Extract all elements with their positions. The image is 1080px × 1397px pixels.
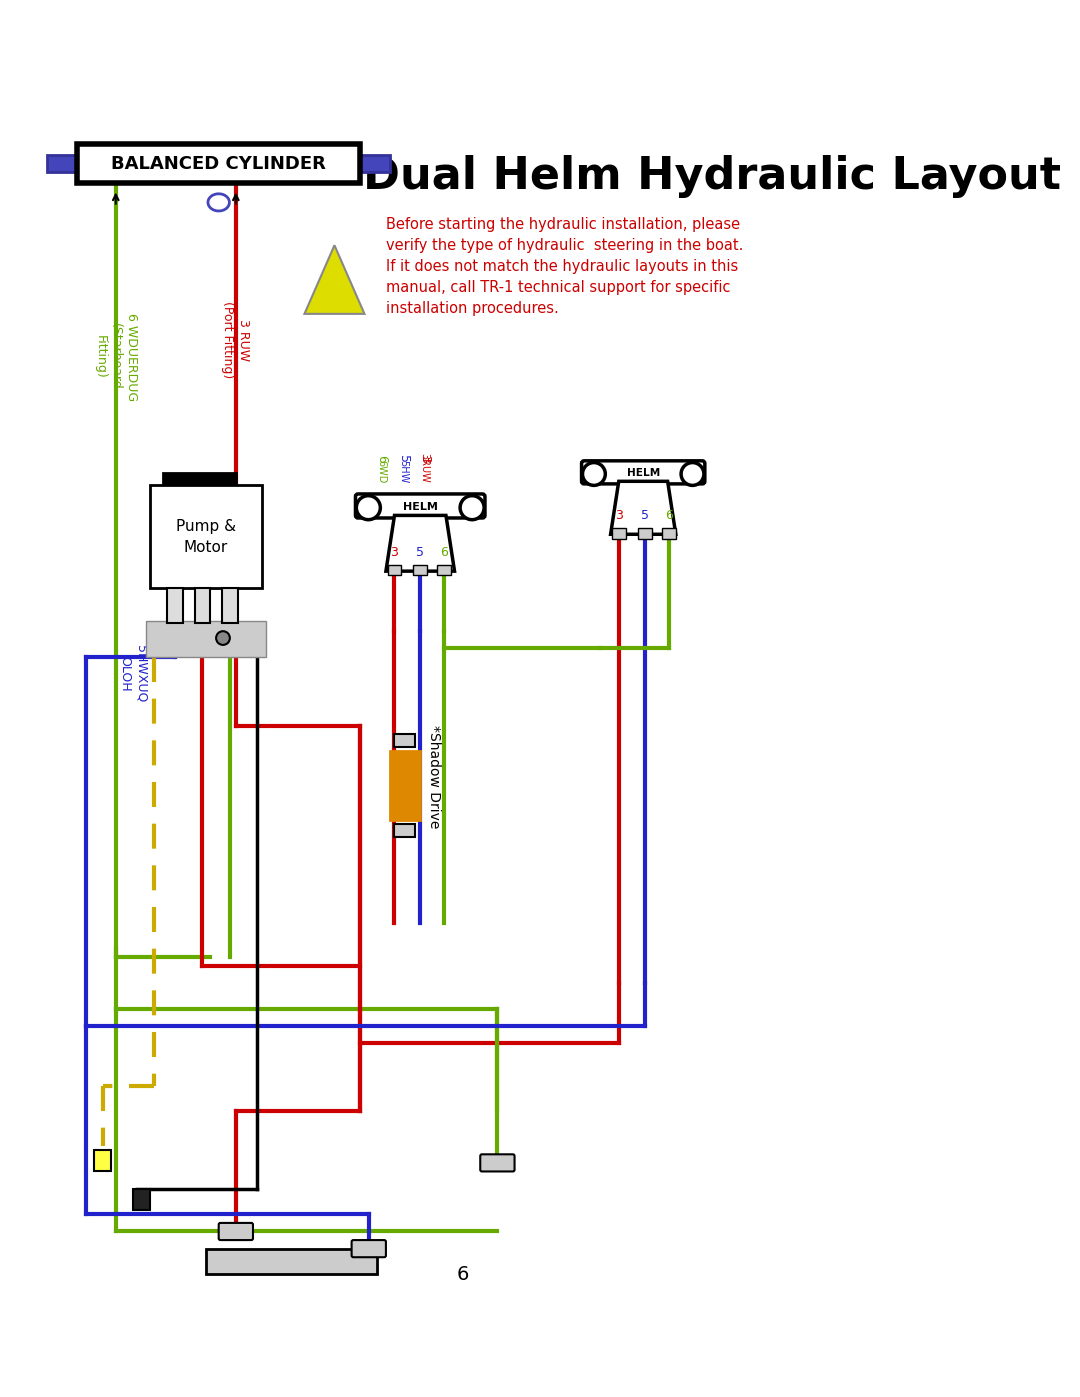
FancyBboxPatch shape bbox=[414, 566, 427, 576]
FancyBboxPatch shape bbox=[163, 472, 235, 511]
FancyBboxPatch shape bbox=[355, 495, 485, 518]
Text: 6: 6 bbox=[665, 509, 673, 522]
Text: 5: 5 bbox=[396, 454, 409, 462]
FancyBboxPatch shape bbox=[612, 528, 626, 539]
FancyBboxPatch shape bbox=[48, 155, 80, 172]
Text: BALANCED CYLINDER: BALANCED CYLINDER bbox=[111, 155, 326, 173]
Polygon shape bbox=[610, 482, 676, 534]
FancyBboxPatch shape bbox=[150, 485, 261, 588]
Text: 5: 5 bbox=[416, 546, 424, 559]
Circle shape bbox=[582, 462, 605, 485]
Text: Pump &
Motor: Pump & Motor bbox=[176, 518, 235, 555]
Text: *Shadow Drive: *Shadow Drive bbox=[427, 725, 441, 828]
FancyBboxPatch shape bbox=[388, 566, 402, 576]
Circle shape bbox=[216, 631, 230, 645]
Text: 3 RUW
(Port Fitting): 3 RUW (Port Fitting) bbox=[221, 300, 251, 379]
FancyBboxPatch shape bbox=[133, 1189, 150, 1210]
FancyBboxPatch shape bbox=[662, 528, 676, 539]
FancyBboxPatch shape bbox=[352, 1241, 386, 1257]
Text: 5HW: 5HW bbox=[399, 460, 408, 483]
FancyBboxPatch shape bbox=[146, 620, 266, 657]
FancyBboxPatch shape bbox=[94, 1150, 111, 1172]
FancyBboxPatch shape bbox=[194, 588, 211, 623]
Text: 6: 6 bbox=[375, 455, 388, 462]
FancyBboxPatch shape bbox=[357, 155, 390, 172]
Polygon shape bbox=[305, 246, 364, 314]
Text: HELM: HELM bbox=[403, 502, 437, 511]
Text: 6WD: 6WD bbox=[377, 460, 387, 483]
FancyBboxPatch shape bbox=[394, 824, 415, 837]
FancyBboxPatch shape bbox=[390, 752, 420, 820]
Text: 3: 3 bbox=[616, 509, 623, 522]
Circle shape bbox=[460, 496, 484, 520]
FancyBboxPatch shape bbox=[638, 528, 651, 539]
Text: 6: 6 bbox=[457, 1264, 470, 1284]
FancyBboxPatch shape bbox=[218, 1222, 253, 1241]
Circle shape bbox=[356, 496, 380, 520]
FancyBboxPatch shape bbox=[481, 1154, 514, 1172]
Polygon shape bbox=[386, 515, 455, 571]
FancyBboxPatch shape bbox=[206, 1249, 377, 1274]
Text: Dual Helm Hydraulic Layout: Dual Helm Hydraulic Layout bbox=[363, 155, 1061, 198]
Text: 5HWXUQ
OLOH: 5HWXUQ OLOH bbox=[119, 645, 148, 703]
Text: 3: 3 bbox=[391, 546, 399, 559]
Text: 6 WDUERDUG
(Starboard
Fitting): 6 WDUERDUG (Starboard Fitting) bbox=[93, 313, 138, 401]
FancyBboxPatch shape bbox=[394, 733, 415, 747]
Text: 6: 6 bbox=[441, 546, 448, 559]
FancyBboxPatch shape bbox=[167, 588, 183, 623]
Text: 3: 3 bbox=[418, 455, 431, 462]
FancyBboxPatch shape bbox=[437, 566, 451, 576]
Text: 3RUW: 3RUW bbox=[419, 454, 430, 483]
Text: HELM: HELM bbox=[626, 468, 660, 478]
FancyBboxPatch shape bbox=[77, 144, 361, 183]
FancyBboxPatch shape bbox=[581, 461, 705, 483]
Text: Before starting the hydraulic installation, please
verify the type of hydraulic : Before starting the hydraulic installati… bbox=[386, 217, 743, 316]
Text: 5: 5 bbox=[640, 509, 649, 522]
FancyBboxPatch shape bbox=[222, 588, 238, 623]
Circle shape bbox=[681, 462, 704, 485]
